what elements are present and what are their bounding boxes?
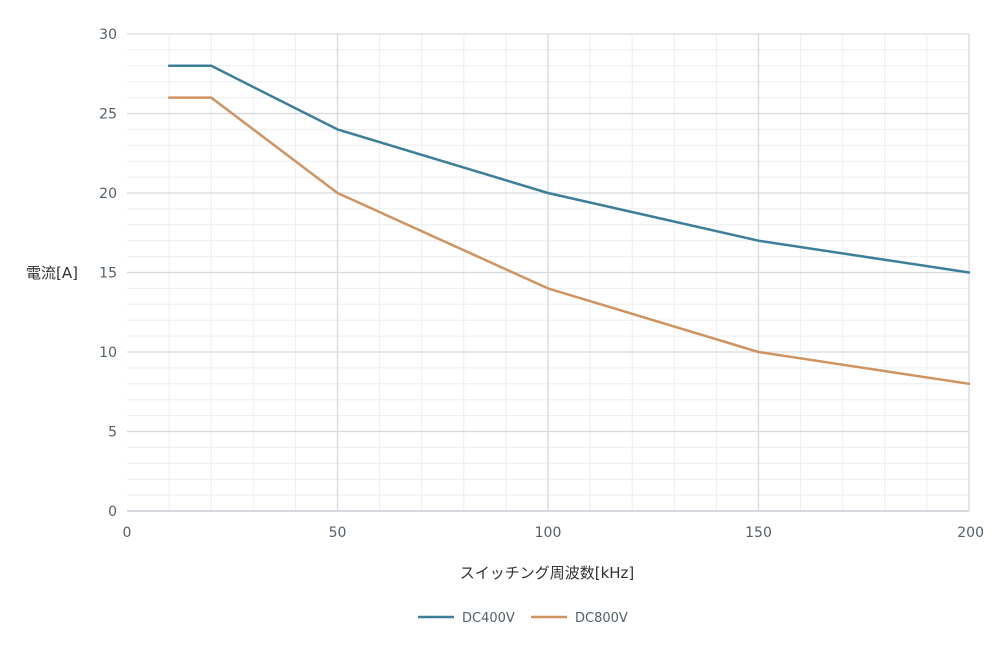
y-tick-label: 20	[99, 186, 117, 202]
x-axis-ticks: 0 50 100 150 200	[123, 525, 984, 541]
legend-label-dc800v: DC800V	[575, 611, 628, 626]
legend-item-dc400v: DC400V	[418, 611, 515, 626]
x-tick-label: 0	[123, 525, 132, 541]
x-axis-title: スイッチング周波数[kHz]	[460, 564, 635, 582]
y-axis-ticks: 0 5 10 15 20 25 30	[99, 27, 117, 520]
y-tick-label: 15	[99, 266, 117, 282]
series-line-dc800v	[167, 96, 971, 386]
y-axis-title: 電流[A]	[26, 264, 78, 282]
series-line-dc400v	[167, 64, 971, 274]
x-tick-label: 100	[535, 525, 562, 541]
y-tick-label: 30	[99, 27, 117, 43]
legend-item-dc800v: DC800V	[531, 611, 628, 626]
legend: DC400V DC800V	[418, 611, 628, 626]
y-tick-label: 0	[108, 504, 117, 520]
y-tick-label: 5	[108, 425, 117, 441]
x-tick-label: 200	[957, 525, 984, 541]
legend-label-dc400v: DC400V	[462, 611, 515, 626]
series-lines	[167, 64, 971, 386]
y-tick-label: 25	[99, 107, 117, 123]
x-tick-label: 50	[329, 525, 347, 541]
y-tick-label: 10	[99, 345, 117, 361]
x-tick-label: 150	[745, 525, 772, 541]
